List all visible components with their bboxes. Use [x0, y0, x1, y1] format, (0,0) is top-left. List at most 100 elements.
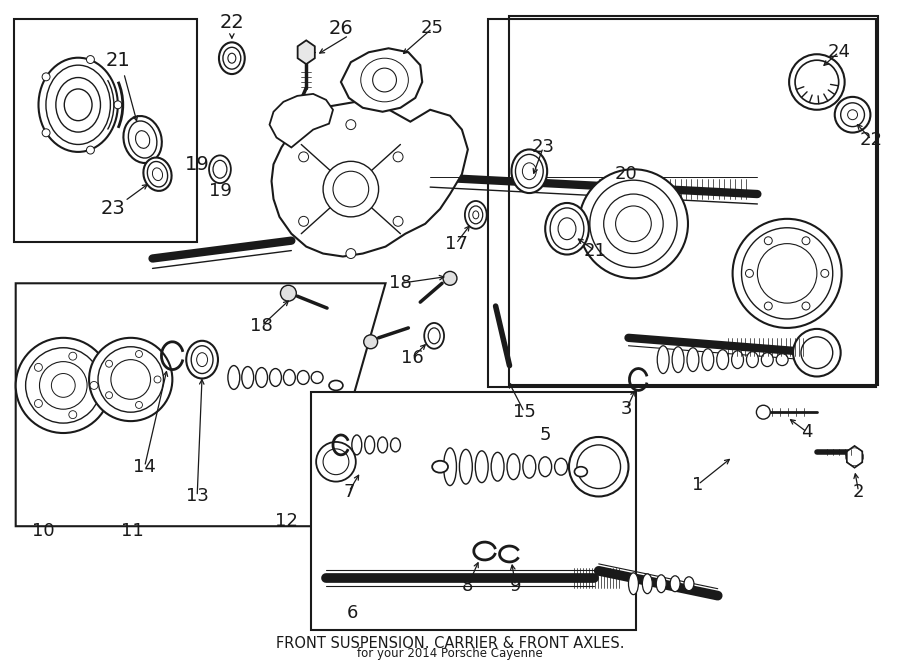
- Circle shape: [34, 364, 42, 371]
- Ellipse shape: [352, 435, 362, 455]
- Circle shape: [42, 73, 50, 81]
- Ellipse shape: [242, 367, 254, 389]
- Ellipse shape: [311, 371, 323, 383]
- Ellipse shape: [428, 328, 440, 344]
- Ellipse shape: [444, 448, 456, 486]
- Circle shape: [569, 437, 628, 496]
- Circle shape: [795, 60, 839, 104]
- Circle shape: [733, 219, 842, 328]
- Ellipse shape: [469, 206, 482, 224]
- Circle shape: [756, 405, 770, 419]
- Text: 19: 19: [209, 182, 231, 200]
- Circle shape: [764, 302, 772, 310]
- Circle shape: [745, 270, 753, 278]
- Ellipse shape: [209, 155, 231, 183]
- Circle shape: [114, 101, 122, 109]
- Circle shape: [393, 152, 403, 162]
- Text: 16: 16: [400, 348, 424, 367]
- Ellipse shape: [684, 577, 694, 591]
- Text: 4: 4: [801, 423, 813, 441]
- Circle shape: [821, 270, 829, 278]
- Circle shape: [316, 442, 356, 482]
- Polygon shape: [488, 19, 877, 387]
- Circle shape: [393, 216, 403, 226]
- Circle shape: [89, 338, 173, 421]
- Circle shape: [590, 180, 677, 268]
- Polygon shape: [847, 446, 862, 468]
- Circle shape: [86, 146, 94, 154]
- Ellipse shape: [507, 454, 520, 480]
- Ellipse shape: [672, 347, 684, 373]
- Ellipse shape: [269, 369, 282, 387]
- Text: 13: 13: [185, 487, 209, 506]
- Circle shape: [801, 337, 832, 369]
- Circle shape: [136, 350, 142, 358]
- Ellipse shape: [545, 203, 589, 254]
- Circle shape: [323, 449, 349, 475]
- Circle shape: [154, 376, 161, 383]
- Ellipse shape: [558, 218, 576, 240]
- Circle shape: [136, 401, 142, 408]
- Ellipse shape: [656, 575, 666, 593]
- Text: 21: 21: [105, 51, 130, 69]
- Ellipse shape: [143, 157, 172, 191]
- Ellipse shape: [522, 163, 536, 180]
- Circle shape: [51, 373, 76, 397]
- Ellipse shape: [459, 449, 472, 484]
- Circle shape: [373, 68, 397, 92]
- Ellipse shape: [628, 573, 638, 595]
- Ellipse shape: [475, 451, 488, 483]
- Circle shape: [281, 286, 296, 301]
- Circle shape: [15, 338, 111, 433]
- Circle shape: [616, 206, 652, 242]
- Circle shape: [802, 237, 810, 245]
- Ellipse shape: [152, 168, 163, 180]
- Circle shape: [742, 228, 832, 319]
- Ellipse shape: [297, 371, 310, 385]
- Ellipse shape: [329, 381, 343, 391]
- Circle shape: [68, 410, 76, 418]
- Ellipse shape: [364, 436, 374, 454]
- Ellipse shape: [378, 437, 388, 453]
- Ellipse shape: [213, 161, 227, 178]
- Text: 18: 18: [389, 274, 412, 292]
- Circle shape: [848, 110, 858, 120]
- Ellipse shape: [424, 323, 444, 349]
- Ellipse shape: [197, 353, 208, 367]
- Ellipse shape: [746, 352, 759, 368]
- Circle shape: [793, 329, 841, 377]
- Text: 18: 18: [250, 317, 273, 335]
- Ellipse shape: [391, 438, 401, 452]
- Circle shape: [299, 216, 309, 226]
- Ellipse shape: [186, 341, 218, 379]
- Ellipse shape: [256, 368, 267, 387]
- Circle shape: [841, 103, 865, 127]
- Ellipse shape: [148, 161, 167, 187]
- Ellipse shape: [465, 201, 487, 229]
- Text: 5: 5: [539, 426, 551, 444]
- Text: 10: 10: [32, 522, 55, 540]
- Circle shape: [42, 129, 50, 137]
- Text: 22: 22: [220, 13, 244, 32]
- Circle shape: [90, 381, 98, 389]
- Text: 9: 9: [509, 576, 521, 595]
- Circle shape: [758, 244, 817, 303]
- Ellipse shape: [432, 461, 448, 473]
- Ellipse shape: [511, 149, 547, 193]
- Ellipse shape: [732, 351, 743, 369]
- Ellipse shape: [56, 77, 101, 132]
- Text: FRONT SUSPENSION. CARRIER & FRONT AXLES.: FRONT SUSPENSION. CARRIER & FRONT AXLES.: [275, 636, 625, 650]
- Circle shape: [346, 120, 356, 130]
- Circle shape: [834, 97, 870, 133]
- Circle shape: [40, 362, 87, 409]
- Ellipse shape: [523, 455, 536, 478]
- Ellipse shape: [472, 211, 479, 219]
- Ellipse shape: [761, 353, 773, 367]
- Circle shape: [577, 445, 620, 488]
- Ellipse shape: [228, 54, 236, 63]
- Text: 23: 23: [532, 138, 554, 157]
- Ellipse shape: [219, 42, 245, 74]
- Circle shape: [789, 54, 844, 110]
- Circle shape: [105, 392, 112, 399]
- Ellipse shape: [670, 576, 680, 592]
